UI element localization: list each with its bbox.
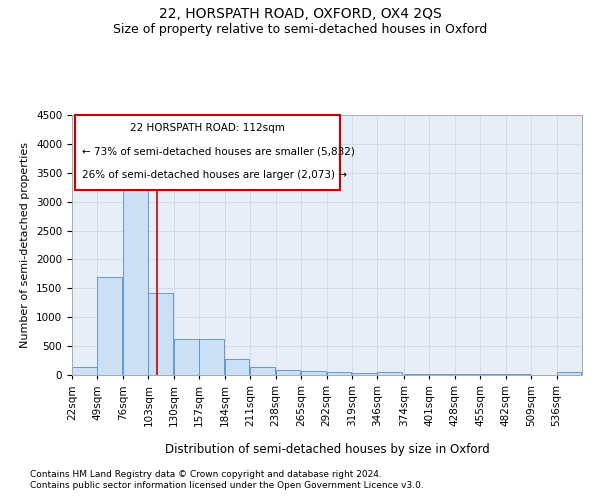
Text: Size of property relative to semi-detached houses in Oxford: Size of property relative to semi-detach… [113, 22, 487, 36]
Bar [506, 374, 530, 375]
Bar [148, 293, 173, 375]
Text: ← 73% of semi-detached houses are smaller (5,832): ← 73% of semi-detached houses are smalle… [82, 146, 355, 156]
Bar [480, 374, 505, 375]
Bar [275, 370, 301, 375]
Bar [174, 338, 199, 375]
Text: Contains HM Land Registry data © Crown copyright and database right 2024.: Contains HM Land Registry data © Crown c… [30, 470, 382, 479]
Bar [557, 372, 581, 375]
Y-axis label: Number of semi-detached properties: Number of semi-detached properties [20, 142, 31, 348]
Text: 22, HORSPATH ROAD, OXFORD, OX4 2QS: 22, HORSPATH ROAD, OXFORD, OX4 2QS [158, 8, 442, 22]
Bar [352, 372, 377, 375]
FancyBboxPatch shape [74, 115, 340, 190]
Text: 26% of semi-detached houses are larger (2,073) →: 26% of semi-detached houses are larger (… [82, 170, 347, 179]
Bar [97, 277, 122, 375]
Bar [326, 372, 351, 375]
Text: Contains public sector information licensed under the Open Government Licence v3: Contains public sector information licen… [30, 482, 424, 490]
Bar [377, 372, 402, 375]
Bar [455, 374, 479, 375]
Bar [123, 174, 148, 375]
Bar [72, 368, 97, 375]
Bar [301, 371, 326, 375]
Text: 22 HORSPATH ROAD: 112sqm: 22 HORSPATH ROAD: 112sqm [130, 123, 284, 133]
Bar [429, 374, 454, 375]
Bar [250, 366, 275, 375]
Text: Distribution of semi-detached houses by size in Oxford: Distribution of semi-detached houses by … [164, 442, 490, 456]
Bar [404, 374, 428, 375]
Bar [199, 338, 224, 375]
Bar [225, 359, 250, 375]
